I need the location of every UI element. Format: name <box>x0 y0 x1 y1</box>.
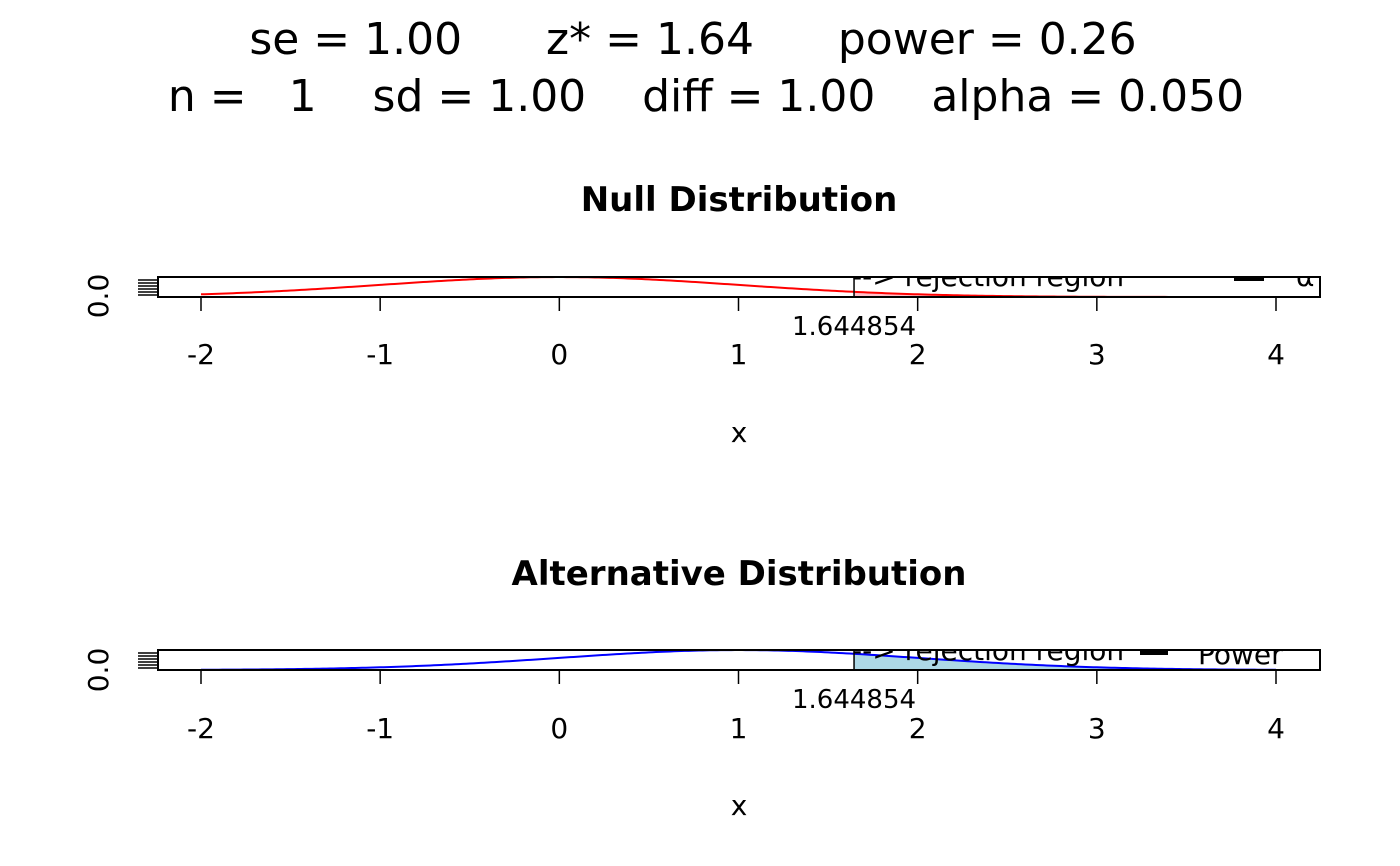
power-shaded-area <box>854 653 1276 670</box>
alternative-critical-value-label: 1.644854 <box>792 685 916 715</box>
legend-label-rejection-region: --> rejection region <box>852 260 1124 293</box>
x-tick-label: 2 <box>909 712 927 745</box>
alternative-y-axis: 0.0 <box>82 648 158 693</box>
legend-label-alpha: α <box>1296 260 1314 293</box>
x-tick-label: -2 <box>187 712 215 745</box>
null-y-tick-label: 0.0 <box>82 274 115 319</box>
x-tick-label: 1 <box>730 338 748 371</box>
alternative-x-axis-label: x <box>731 789 748 822</box>
legend-label-rejection-region: --> rejection region <box>852 634 1124 667</box>
plot-legend: --> rejection region α <box>852 260 1314 293</box>
x-tick-label: 4 <box>1267 338 1285 371</box>
x-tick-label: 4 <box>1267 712 1285 745</box>
x-tick-label: 0 <box>550 712 568 745</box>
x-tick-label: 3 <box>1088 712 1106 745</box>
null-x-axis: -2 -1 0 1 2 3 4 <box>187 296 1285 371</box>
plot-legend: --> rejection region Power <box>852 634 1283 671</box>
null-panel-title: Null Distribution <box>581 180 898 220</box>
alternative-distribution-panel: Alternative Distribution --> rejection r… <box>82 554 1321 822</box>
null-x-axis-label: x <box>731 416 748 449</box>
x-tick-label: 0 <box>550 338 568 371</box>
null-plot-box <box>157 276 1321 298</box>
alternative-panel-title: Alternative Distribution <box>512 554 967 594</box>
x-tick-label: 2 <box>909 338 927 371</box>
x-tick-label: -1 <box>366 338 394 371</box>
x-tick-label: -1 <box>366 712 394 745</box>
null-critical-value-label: 1.644854 <box>792 312 916 342</box>
null-distribution-panel: Null Distribution --> rejection region α… <box>82 180 1321 449</box>
x-tick-label: 3 <box>1088 338 1106 371</box>
x-tick-label: -2 <box>187 338 215 371</box>
stats-header-line-1: se = 1.00 z* = 1.64 power = 0.26 <box>249 14 1136 65</box>
stats-header-line-2: n = 1 sd = 1.00 diff = 1.00 alpha = 0.05… <box>168 71 1244 122</box>
alternative-x-axis: -2 -1 0 1 2 3 4 <box>187 669 1285 745</box>
alternative-y-tick-label: 0.0 <box>82 648 115 693</box>
legend-label-power: Power <box>1198 638 1283 671</box>
x-tick-label: 1 <box>730 712 748 745</box>
null-y-axis: 0.0 <box>82 274 158 319</box>
